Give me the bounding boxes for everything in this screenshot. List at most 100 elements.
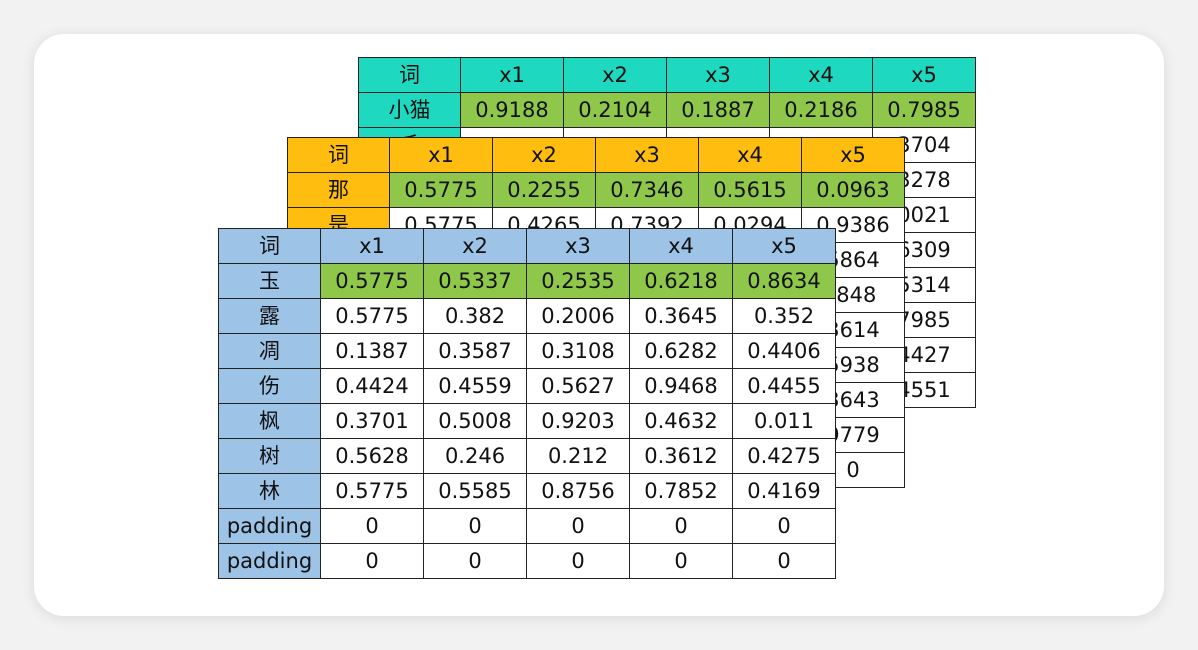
table-header-row: 词 x1 x2 x3 x4 x5: [287, 137, 905, 173]
word-cell: 枫: [218, 403, 321, 439]
value-cell: 0.4406: [732, 333, 836, 369]
value-cell: 0.9203: [526, 403, 630, 439]
value-cell: 0.5615: [698, 172, 802, 208]
value-cell: 0.6282: [629, 333, 733, 369]
table-row: 树 0.5628 0.246 0.212 0.3612 0.4275: [218, 438, 836, 474]
value-cell: 0.2186: [769, 92, 873, 128]
word-cell: padding: [218, 543, 321, 579]
value-cell: 0.352: [732, 298, 836, 334]
value-cell: 0.3612: [629, 438, 733, 474]
header-dim-x4: x4: [629, 228, 733, 264]
header-dim-x3: x3: [595, 137, 699, 173]
table-header-row: 词 x1 x2 x3 x4 x5: [218, 228, 836, 264]
value-cell: 0.1887: [666, 92, 770, 128]
value-cell: 0.212: [526, 438, 630, 474]
word-cell: 露: [218, 298, 321, 334]
header-word: 词: [218, 228, 321, 264]
value-cell: 0.3645: [629, 298, 733, 334]
header-word: 词: [287, 137, 390, 173]
value-cell: 0.2104: [563, 92, 667, 128]
table-row: padding 0 0 0 0 0: [218, 543, 836, 579]
value-cell: 0.7346: [595, 172, 699, 208]
value-cell: 0.4169: [732, 473, 836, 509]
table-row: 伤 0.4424 0.4559 0.5627 0.9468 0.4455: [218, 368, 836, 404]
value-cell: 0: [320, 508, 424, 544]
value-cell: 0.6218: [629, 263, 733, 299]
value-cell: 0.4455: [732, 368, 836, 404]
embedding-table-front: 词 x1 x2 x3 x4 x5 玉 0.5775 0.5337 0.2535 0.6218 0.86…: [218, 228, 836, 579]
value-cell: 0: [732, 543, 836, 579]
value-cell: 0.4559: [423, 368, 527, 404]
value-cell: 0.3108: [526, 333, 630, 369]
value-cell: 0.5775: [320, 298, 424, 334]
value-cell: 0.4632: [629, 403, 733, 439]
value-cell: 0.5775: [320, 473, 424, 509]
value-cell: 0: [732, 508, 836, 544]
value-cell: 0.2535: [526, 263, 630, 299]
header-dim-x5: x5: [872, 57, 976, 93]
header-dim-x5: x5: [801, 137, 905, 173]
value-cell: 0: [526, 543, 630, 579]
header-dim-x5: x5: [732, 228, 836, 264]
header-word: 词: [358, 57, 461, 93]
value-cell: 0: [629, 543, 733, 579]
word-cell: 那: [287, 172, 390, 208]
header-dim-x1: x1: [320, 228, 424, 264]
header-dim-x3: x3: [526, 228, 630, 264]
value-cell: 0.0963: [801, 172, 905, 208]
value-cell: 0.382: [423, 298, 527, 334]
table-row: 林 0.5775 0.5585 0.8756 0.7852 0.4169: [218, 473, 836, 509]
header-dim-x4: x4: [769, 57, 873, 93]
word-cell: 小猫: [358, 92, 461, 128]
value-cell: 0.1387: [320, 333, 424, 369]
value-cell: 0.5337: [423, 263, 527, 299]
value-cell: 0.5775: [389, 172, 493, 208]
table-header-row: 词 x1 x2 x3 x4 x5: [358, 57, 976, 93]
table-row: 凋 0.1387 0.3587 0.3108 0.6282 0.4406: [218, 333, 836, 369]
value-cell: 0.2255: [492, 172, 596, 208]
value-cell: 0.7985: [872, 92, 976, 128]
value-cell: 0: [629, 508, 733, 544]
value-cell: .848: [801, 277, 905, 313]
word-cell: 林: [218, 473, 321, 509]
value-cell: 0.5628: [320, 438, 424, 474]
table-row: 那 0.5775 0.2255 0.7346 0.5615 0.0963: [287, 172, 905, 208]
value-cell: 0.2006: [526, 298, 630, 334]
table-row: 小猫 0.9188 0.2104 0.1887 0.2186 0.7985: [358, 92, 976, 128]
word-cell: 伤: [218, 368, 321, 404]
value-cell: 0.5585: [423, 473, 527, 509]
value-cell: 0.8756: [526, 473, 630, 509]
word-cell: 凋: [218, 333, 321, 369]
value-cell: 0.3701: [320, 403, 424, 439]
value-cell: 0.5627: [526, 368, 630, 404]
value-cell: 0.011: [732, 403, 836, 439]
header-dim-x2: x2: [492, 137, 596, 173]
value-cell: 0: [526, 508, 630, 544]
header-dim-x4: x4: [698, 137, 802, 173]
word-cell: 树: [218, 438, 321, 474]
word-cell: 玉: [218, 263, 321, 299]
header-dim-x1: x1: [389, 137, 493, 173]
value-cell: 0: [423, 508, 527, 544]
header-dim-x2: x2: [423, 228, 527, 264]
value-cell: 0.5775: [320, 263, 424, 299]
table-row: 玉 0.5775 0.5337 0.2535 0.6218 0.8634: [218, 263, 836, 299]
value-cell: 0.5008: [423, 403, 527, 439]
word-cell: padding: [218, 508, 321, 544]
value-cell: 0.3587: [423, 333, 527, 369]
value-cell: 0.7852: [629, 473, 733, 509]
table-row: 露 0.5775 0.382 0.2006 0.3645 0.352: [218, 298, 836, 334]
value-cell: 0.4424: [320, 368, 424, 404]
value-cell: 0: [320, 543, 424, 579]
value-cell: 0.9468: [629, 368, 733, 404]
value-cell: 0.8634: [732, 263, 836, 299]
value-cell: 0.246: [423, 438, 527, 474]
header-dim-x1: x1: [460, 57, 564, 93]
header-dim-x3: x3: [666, 57, 770, 93]
value-cell: 0: [423, 543, 527, 579]
header-dim-x2: x2: [563, 57, 667, 93]
table-row: 枫 0.3701 0.5008 0.9203 0.4632 0.011: [218, 403, 836, 439]
value-cell: 0.4275: [732, 438, 836, 474]
value-cell: 0.9188: [460, 92, 564, 128]
table-row: padding 0 0 0 0 0: [218, 508, 836, 544]
